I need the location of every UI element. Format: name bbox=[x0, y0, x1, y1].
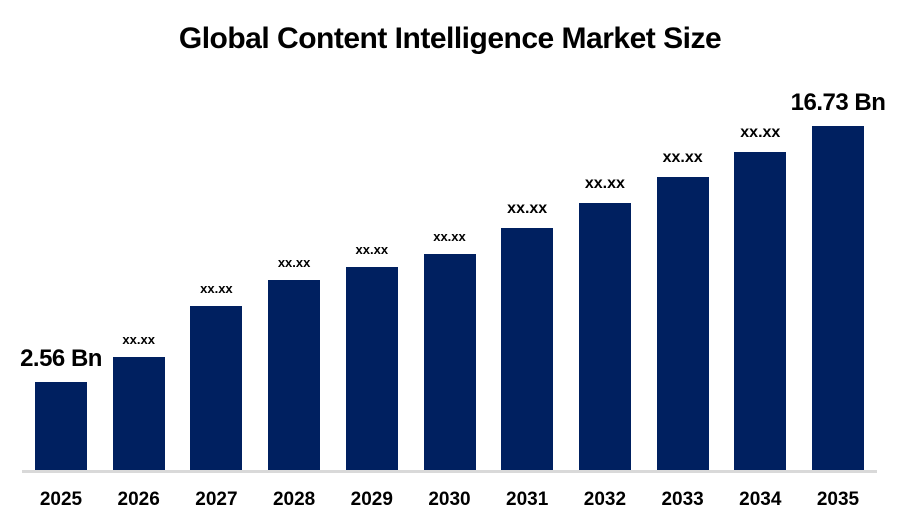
bar-2029 bbox=[345, 267, 398, 471]
bar-2035 bbox=[812, 126, 864, 471]
bar-value-label-2034: xx.xx bbox=[740, 124, 781, 142]
bar-value-label-2031: xx.xx bbox=[507, 200, 548, 218]
x-axis-label-2030: 2030 bbox=[428, 489, 471, 510]
bar-2033 bbox=[656, 177, 709, 471]
bar-value-label-2025: 2.56 Bn bbox=[20, 344, 102, 372]
bar-2031 bbox=[501, 228, 554, 471]
x-axis-label-2034: 2034 bbox=[739, 489, 782, 510]
bar-value-label-2030: xx.xx bbox=[433, 228, 466, 244]
x-axis-label-2033: 2033 bbox=[661, 489, 704, 510]
bar-value-label-2026: xx.xx bbox=[122, 331, 155, 347]
bar-2034 bbox=[734, 152, 787, 471]
bar-2030 bbox=[423, 254, 476, 471]
bar-value-label-2027: xx.xx bbox=[200, 280, 233, 296]
bar-value-label-2028: xx.xx bbox=[277, 254, 311, 270]
bar-value-label-2029: xx.xx bbox=[355, 241, 389, 257]
x-axis-label-2029: 2029 bbox=[350, 489, 393, 510]
bar-value-label-2035: 16.73 Bn bbox=[790, 88, 886, 116]
x-axis-label-2028: 2028 bbox=[272, 489, 316, 510]
bar-2026 bbox=[112, 357, 165, 471]
x-axis-label-2035: 2035 bbox=[816, 489, 860, 510]
bar-2032 bbox=[578, 203, 631, 471]
x-axis-label-2027: 2027 bbox=[195, 489, 238, 510]
bar-2028 bbox=[268, 280, 321, 471]
bar-value-label-2033: xx.xx bbox=[662, 149, 703, 167]
x-axis-label-2031: 2031 bbox=[506, 489, 549, 510]
x-axis-label-2026: 2026 bbox=[117, 489, 160, 510]
x-axis-label-2032: 2032 bbox=[583, 489, 627, 510]
x-axis-line bbox=[22, 470, 877, 473]
x-axis-label-2025: 2025 bbox=[39, 489, 83, 510]
bar-2025 bbox=[35, 382, 87, 471]
bar-value-label-2032: xx.xx bbox=[584, 175, 625, 193]
chart-title: Global Content Intelligence Market Size bbox=[178, 22, 722, 55]
bar-2027 bbox=[190, 306, 243, 471]
